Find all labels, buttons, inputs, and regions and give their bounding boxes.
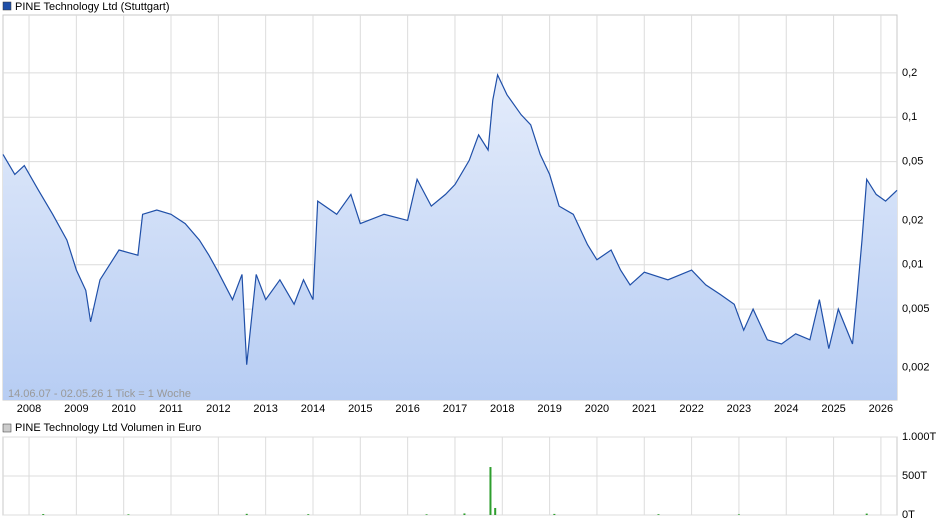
volume-bar xyxy=(307,514,310,515)
volume-bar xyxy=(489,467,492,515)
y-tick-label: 0,005 xyxy=(902,303,930,315)
legend-swatch xyxy=(2,423,12,433)
y-tick-label: 0,2 xyxy=(902,67,917,79)
legend-label: PINE Technology Ltd (Stuttgart) xyxy=(15,1,170,13)
y-tick-label: 0,01 xyxy=(902,259,923,271)
x-tick-label: 2019 xyxy=(537,403,561,415)
volume-bar xyxy=(42,514,45,515)
x-tick-label: 2015 xyxy=(348,403,372,415)
y-tick-label: 0,05 xyxy=(902,156,923,168)
volume-bar xyxy=(494,507,497,515)
price-area xyxy=(3,74,897,401)
x-tick-label: 2016 xyxy=(395,403,419,415)
x-tick-label: 2017 xyxy=(443,403,467,415)
volume-bar xyxy=(463,513,466,515)
x-tick-label: 2023 xyxy=(727,403,751,415)
x-tick-label: 2014 xyxy=(301,403,325,415)
x-tick-label: 2013 xyxy=(253,403,277,415)
volume-bar xyxy=(657,514,660,515)
volume-bar xyxy=(553,513,556,515)
volume-bar xyxy=(245,513,248,515)
y-tick-label: 0,1 xyxy=(902,111,917,123)
x-tick-label: 2012 xyxy=(206,403,230,415)
x-tick-label: 2020 xyxy=(585,403,609,415)
x-tick-label: 2011 xyxy=(159,403,183,415)
x-tick-label: 2025 xyxy=(821,403,845,415)
x-tick-label: 2009 xyxy=(64,403,88,415)
x-tick-label: 2021 xyxy=(632,403,656,415)
date-range: 14.06.07 - 02.05.26 1 Tick = 1 Woche xyxy=(8,388,191,400)
x-tick-label: 2024 xyxy=(774,403,798,415)
x-tick-label: 2010 xyxy=(111,403,135,415)
volume-bar xyxy=(425,514,428,515)
y-tick-label: 0,02 xyxy=(902,214,923,226)
legend-swatch xyxy=(2,1,12,11)
y-tick-label: 0T xyxy=(902,509,915,521)
x-tick-label: 2008 xyxy=(17,403,41,415)
volume-bar xyxy=(865,513,868,515)
legend-label: PINE Technology Ltd Volumen in Euro xyxy=(15,422,201,434)
x-tick-label: 2022 xyxy=(679,403,703,415)
y-tick-label: 500T xyxy=(902,470,927,482)
x-tick-label: 2026 xyxy=(869,403,893,415)
y-tick-label: 1.000T xyxy=(902,431,937,443)
volume-bar xyxy=(737,514,740,515)
y-tick-label: 0,002 xyxy=(902,362,930,374)
volume-bar xyxy=(127,514,130,515)
x-tick-label: 2018 xyxy=(490,403,514,415)
price-line xyxy=(2,72,898,365)
